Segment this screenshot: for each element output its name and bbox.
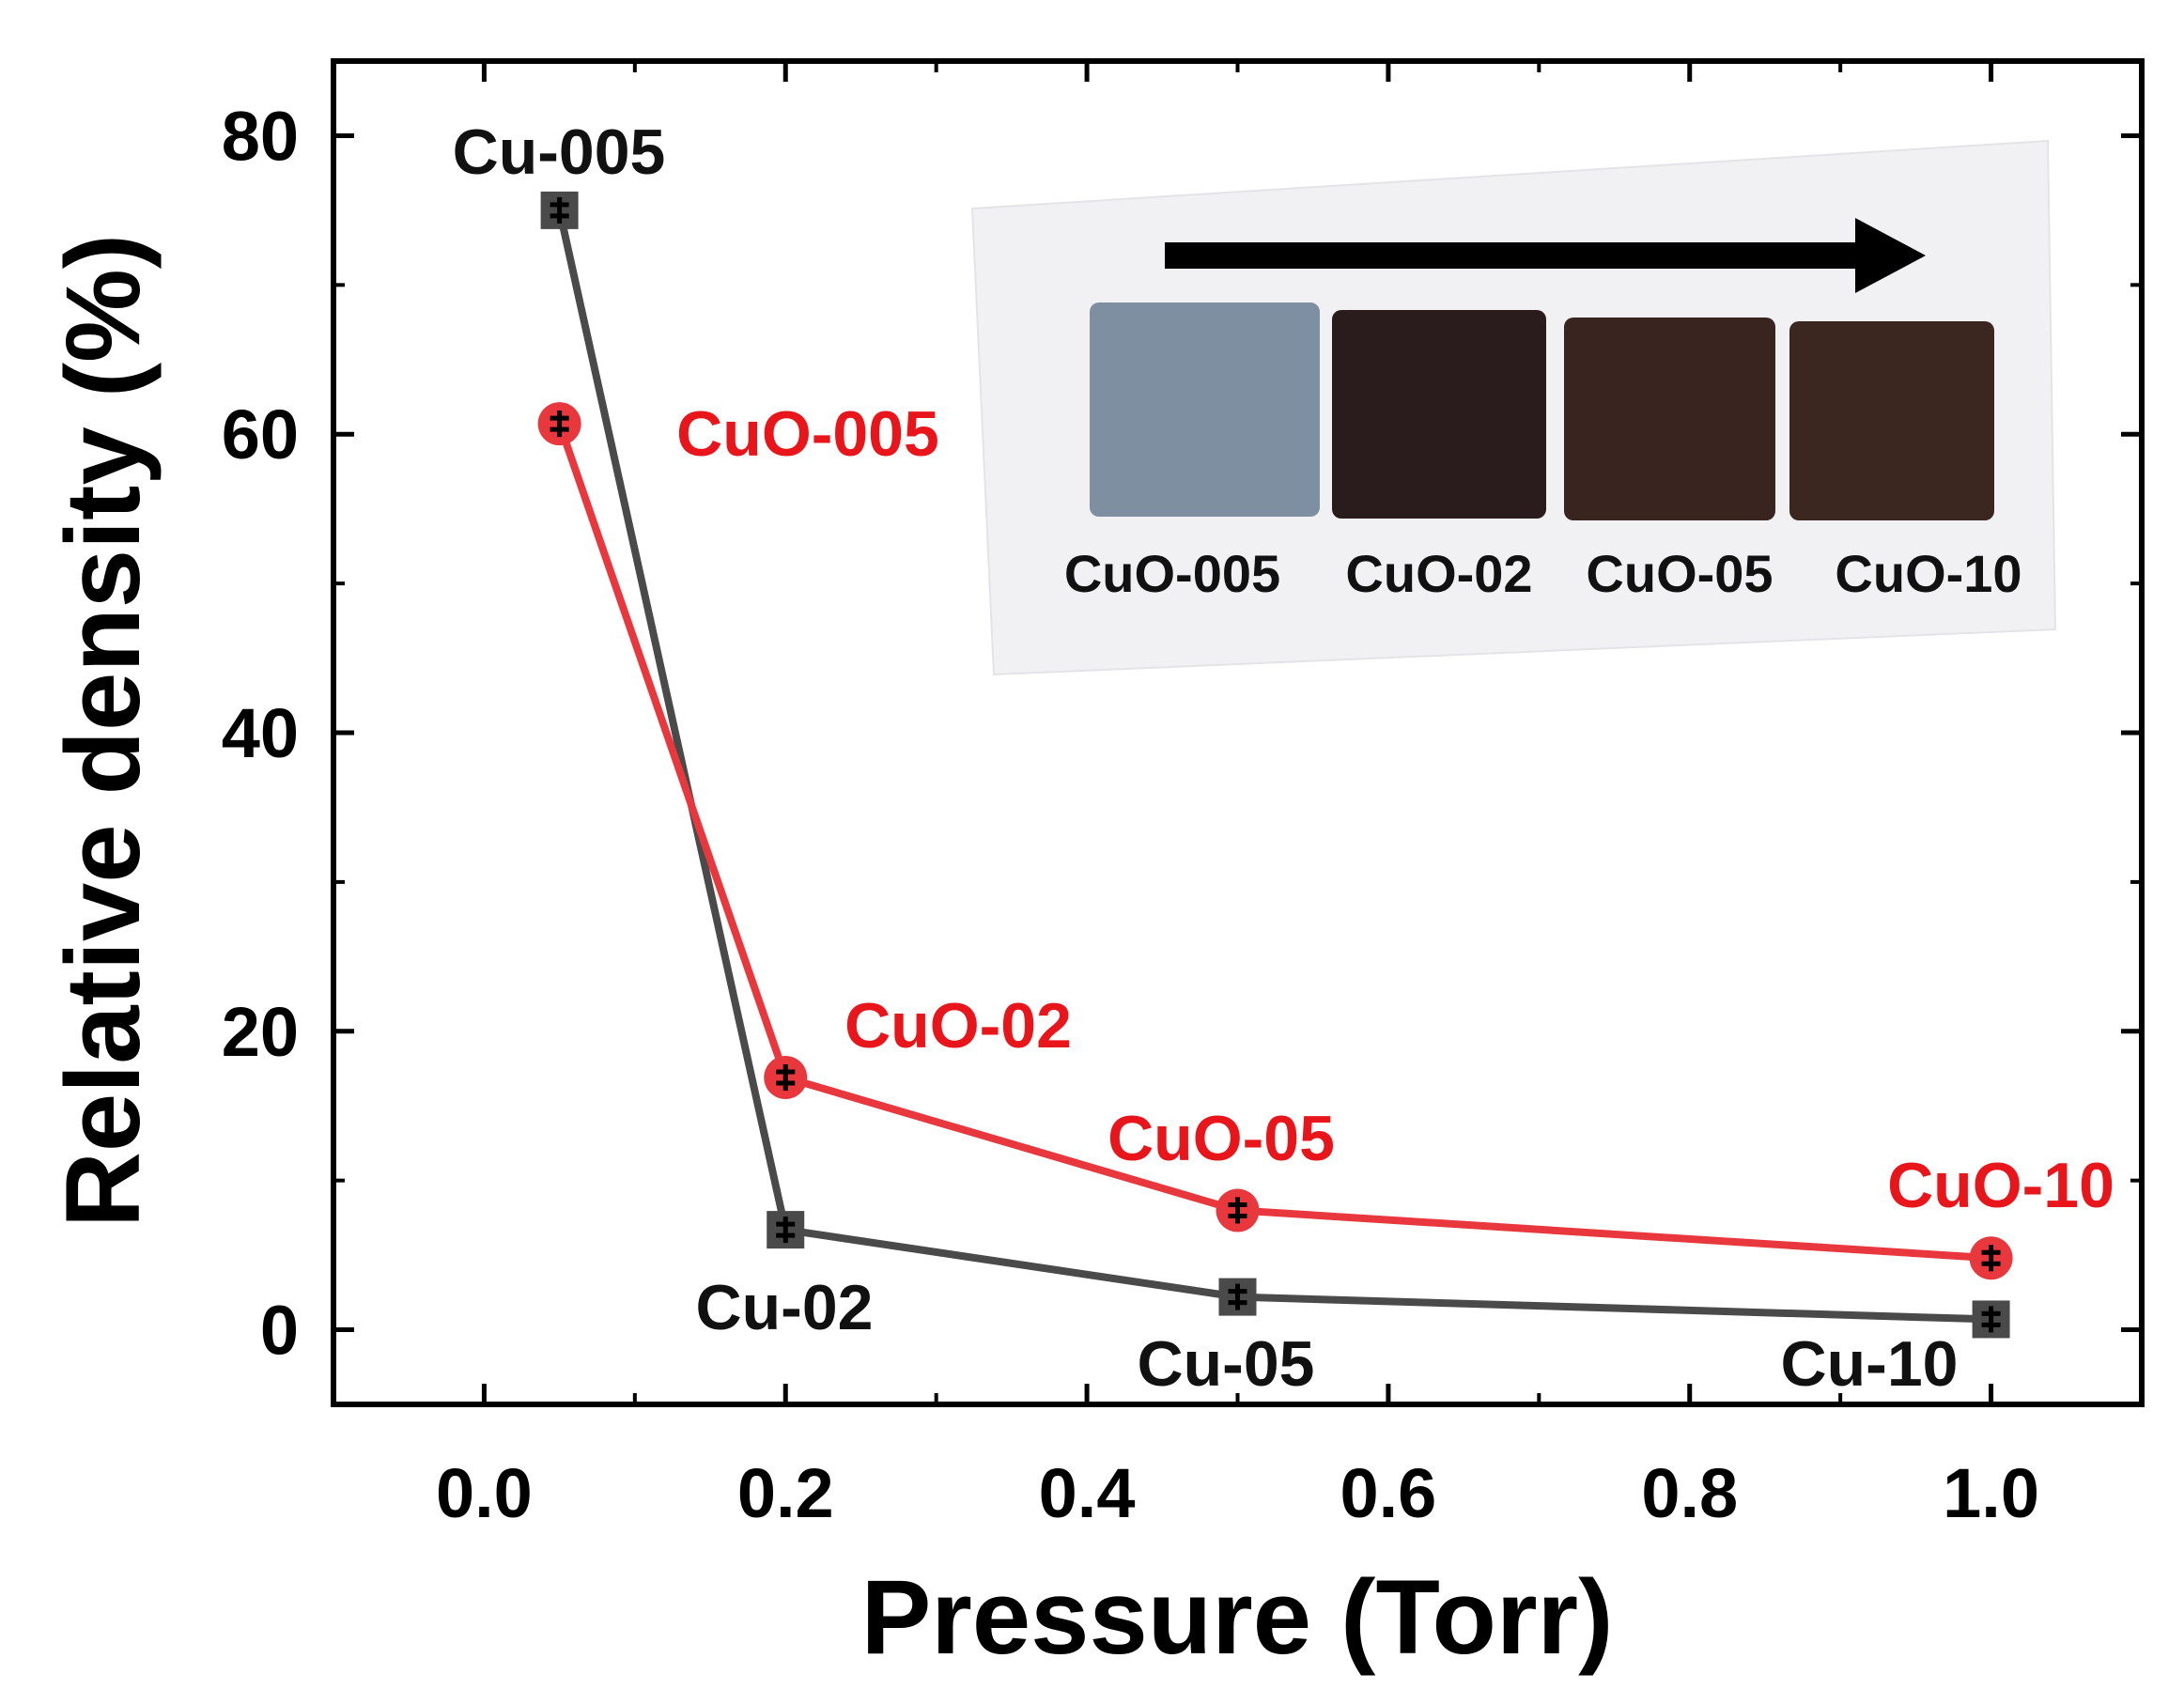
inset-swatch-2 [1332,310,1546,519]
axis-ticks: 0.0 0.2 0.4 0.6 0.8 1.0 0 20 40 60 80 [222,61,2144,1532]
inset-swatch-4 [1789,321,1994,520]
point-label-cuo-02: CuO-02 [844,990,1072,1062]
y-tick-label: 20 [222,993,299,1071]
x-tick-label: 0.2 [737,1454,834,1532]
inset-arrow [1165,218,1926,293]
inset-label-2: CuO-02 [1345,544,1532,603]
inset-swatch-1 [1090,302,1320,517]
y-tick-label: 0 [260,1292,299,1370]
point-label-cu-02: Cu-02 [696,1272,874,1343]
inset-photo: CuO-005 CuO-02 CuO-05 CuO-10 [970,139,2057,676]
point-label-cuo-05: CuO-05 [1107,1103,1335,1174]
series-line-cu [555,209,1991,1324]
x-tick-label: 0.0 [436,1454,533,1532]
y-tick-label: 80 [222,97,299,175]
inset-label-4: CuO-10 [1835,544,2021,603]
x-axis-title: Pressure (Torr) [861,1558,1614,1676]
point-labels: Cu-005 Cu-02 Cu-05 Cu-10 CuO-005 CuO-02 CuO-05… [453,116,2114,1400]
x-tick-label: 1.0 [1943,1454,2039,1532]
x-tick-label: 0.6 [1340,1454,1436,1532]
point-label-cuo-005: CuO-005 [676,398,939,470]
inset-label-1: CuO-005 [1064,544,1280,603]
y-axis-title: Relative density (%) [44,234,162,1228]
point-label-cu-05: Cu-05 [1138,1328,1315,1400]
x-tick-label: 0.4 [1039,1454,1136,1532]
point-label-cu-005: Cu-005 [453,116,666,188]
x-tick-label: 0.8 [1641,1454,1738,1532]
series-line-cuo [555,422,1991,1263]
point-label-cu-10: Cu-10 [1781,1328,1959,1400]
point-label-cuo-10: CuO-10 [1887,1150,2114,1221]
y-tick-label: 40 [222,694,299,772]
inset-swatch-3 [1564,318,1775,520]
series-group [537,191,2013,1339]
y-tick-label: 60 [222,395,299,473]
inset-label-3: CuO-05 [1586,544,1773,603]
